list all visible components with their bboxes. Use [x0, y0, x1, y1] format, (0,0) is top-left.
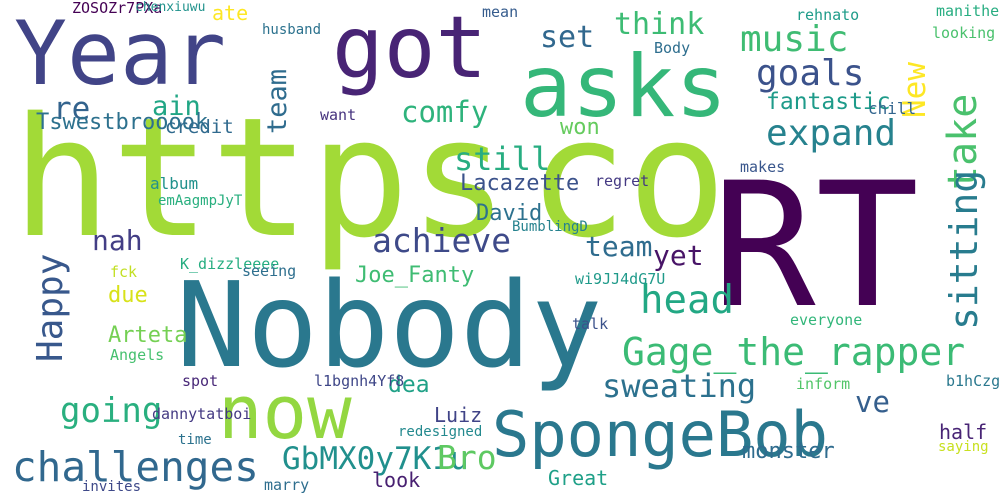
word-going: going — [60, 391, 163, 431]
word-husband: Body — [654, 39, 691, 57]
word-seeing: want — [320, 106, 357, 124]
word-photo: Angels — [110, 346, 165, 364]
word-body: half — [939, 420, 988, 444]
word-https: https — [12, 82, 509, 274]
word-yall: everyone — [790, 311, 863, 329]
word-look: Arteta — [108, 323, 188, 348]
word-marry: wi9JJ4dG7U — [575, 270, 666, 288]
word-invites: seeing — [242, 262, 297, 280]
word-emaagmpjyt: chenxiuwu — [135, 0, 206, 15]
word-ate: credit — [165, 116, 234, 138]
word-rehnato: look — [372, 468, 421, 492]
word-luiz: David — [476, 201, 543, 226]
word-hear: time — [178, 432, 212, 448]
word-nobody: Nobody — [176, 256, 603, 394]
word-lov: l1bgnh4Yf8 — [314, 372, 405, 390]
word-wi9jj4dg7u: makes — [740, 158, 786, 176]
word-parentheses: inform — [796, 375, 851, 393]
word-leathers: marry — [264, 476, 310, 494]
word-nothing: talk — [572, 315, 609, 333]
word-spongebob: SpongeBob — [492, 398, 828, 471]
word-talk: album — [150, 174, 199, 193]
word-nah: yet — [653, 239, 704, 272]
word-noo: dannytatboi — [152, 405, 252, 423]
word-achieve: achieve — [372, 221, 512, 260]
word-time: fck — [110, 263, 138, 281]
word-tswestbrooook: won — [560, 115, 600, 140]
word-team-shown: team — [262, 68, 293, 134]
word-okay: saying — [938, 439, 989, 455]
word-yet: team — [585, 230, 653, 263]
word-rt: RT — [712, 145, 920, 346]
word-ain: ain — [152, 91, 201, 122]
word-great: Tswestbrooook — [36, 110, 209, 135]
word-still: still — [454, 140, 551, 178]
word-sitting: sitting — [942, 169, 986, 330]
word-music: music — [740, 19, 849, 60]
word-angels: emAagmpJyT — [158, 193, 243, 209]
word-inform: BumblingD — [512, 219, 588, 235]
word-regret: husband — [262, 22, 322, 38]
word-joe-fanty: nah — [92, 224, 143, 257]
word-want: manithehotgirl — [936, 2, 1000, 20]
word-expand: expand — [766, 113, 897, 154]
word-chenxiuwu: mean — [482, 3, 519, 21]
word-arteta: fantastic — [766, 89, 891, 115]
word-bro: GbMX0y7K1u — [282, 441, 469, 477]
word-think: think — [614, 7, 705, 42]
word-set: set — [540, 20, 595, 55]
word-talking: redesigned — [398, 424, 483, 440]
word-co: co — [528, 82, 727, 274]
word-decided: spot — [182, 372, 219, 390]
word-marioisbroken: invites — [82, 479, 142, 495]
word-head: head — [640, 278, 734, 323]
word-saying: K_dizzleeee — [180, 255, 280, 273]
word-spot: regret — [595, 172, 650, 190]
word-sweating: sweating — [602, 367, 757, 405]
word-manithehotgirl: monster — [742, 439, 835, 464]
word-half: due — [108, 283, 148, 308]
word-mean: Luiz — [434, 403, 483, 427]
word-chill: rehnato — [796, 6, 860, 24]
word-credit: Lacazette — [460, 171, 580, 196]
word-challenges: challenges — [12, 443, 259, 491]
word-makes: looking — [932, 24, 996, 42]
word-fantastic: dea — [388, 372, 430, 398]
word-ve: Bro — [437, 438, 497, 477]
word-zoso: ate — [212, 1, 249, 25]
word-dea: ve — [855, 385, 890, 419]
word-asks: asks — [520, 37, 728, 137]
word-comfy: comfy — [401, 95, 489, 129]
word-happy: Happy — [30, 253, 71, 362]
word-goals: goals — [756, 53, 865, 94]
word-looking: Great — [548, 466, 609, 490]
word-re: re — [53, 91, 91, 127]
word-fck: chill — [868, 99, 917, 118]
word-gage-the-rapper: Gage_the_rapper — [622, 330, 966, 374]
word-rock: b1hCzgE0 — [946, 372, 1000, 390]
word-now: now — [218, 370, 352, 456]
word-album: ZOSOZr7PXa — [72, 0, 163, 17]
word-year: Year — [14, 2, 226, 105]
word-gbmx0y7k1u: Joe_Fanty — [355, 263, 475, 288]
word-got: got — [332, 0, 488, 98]
